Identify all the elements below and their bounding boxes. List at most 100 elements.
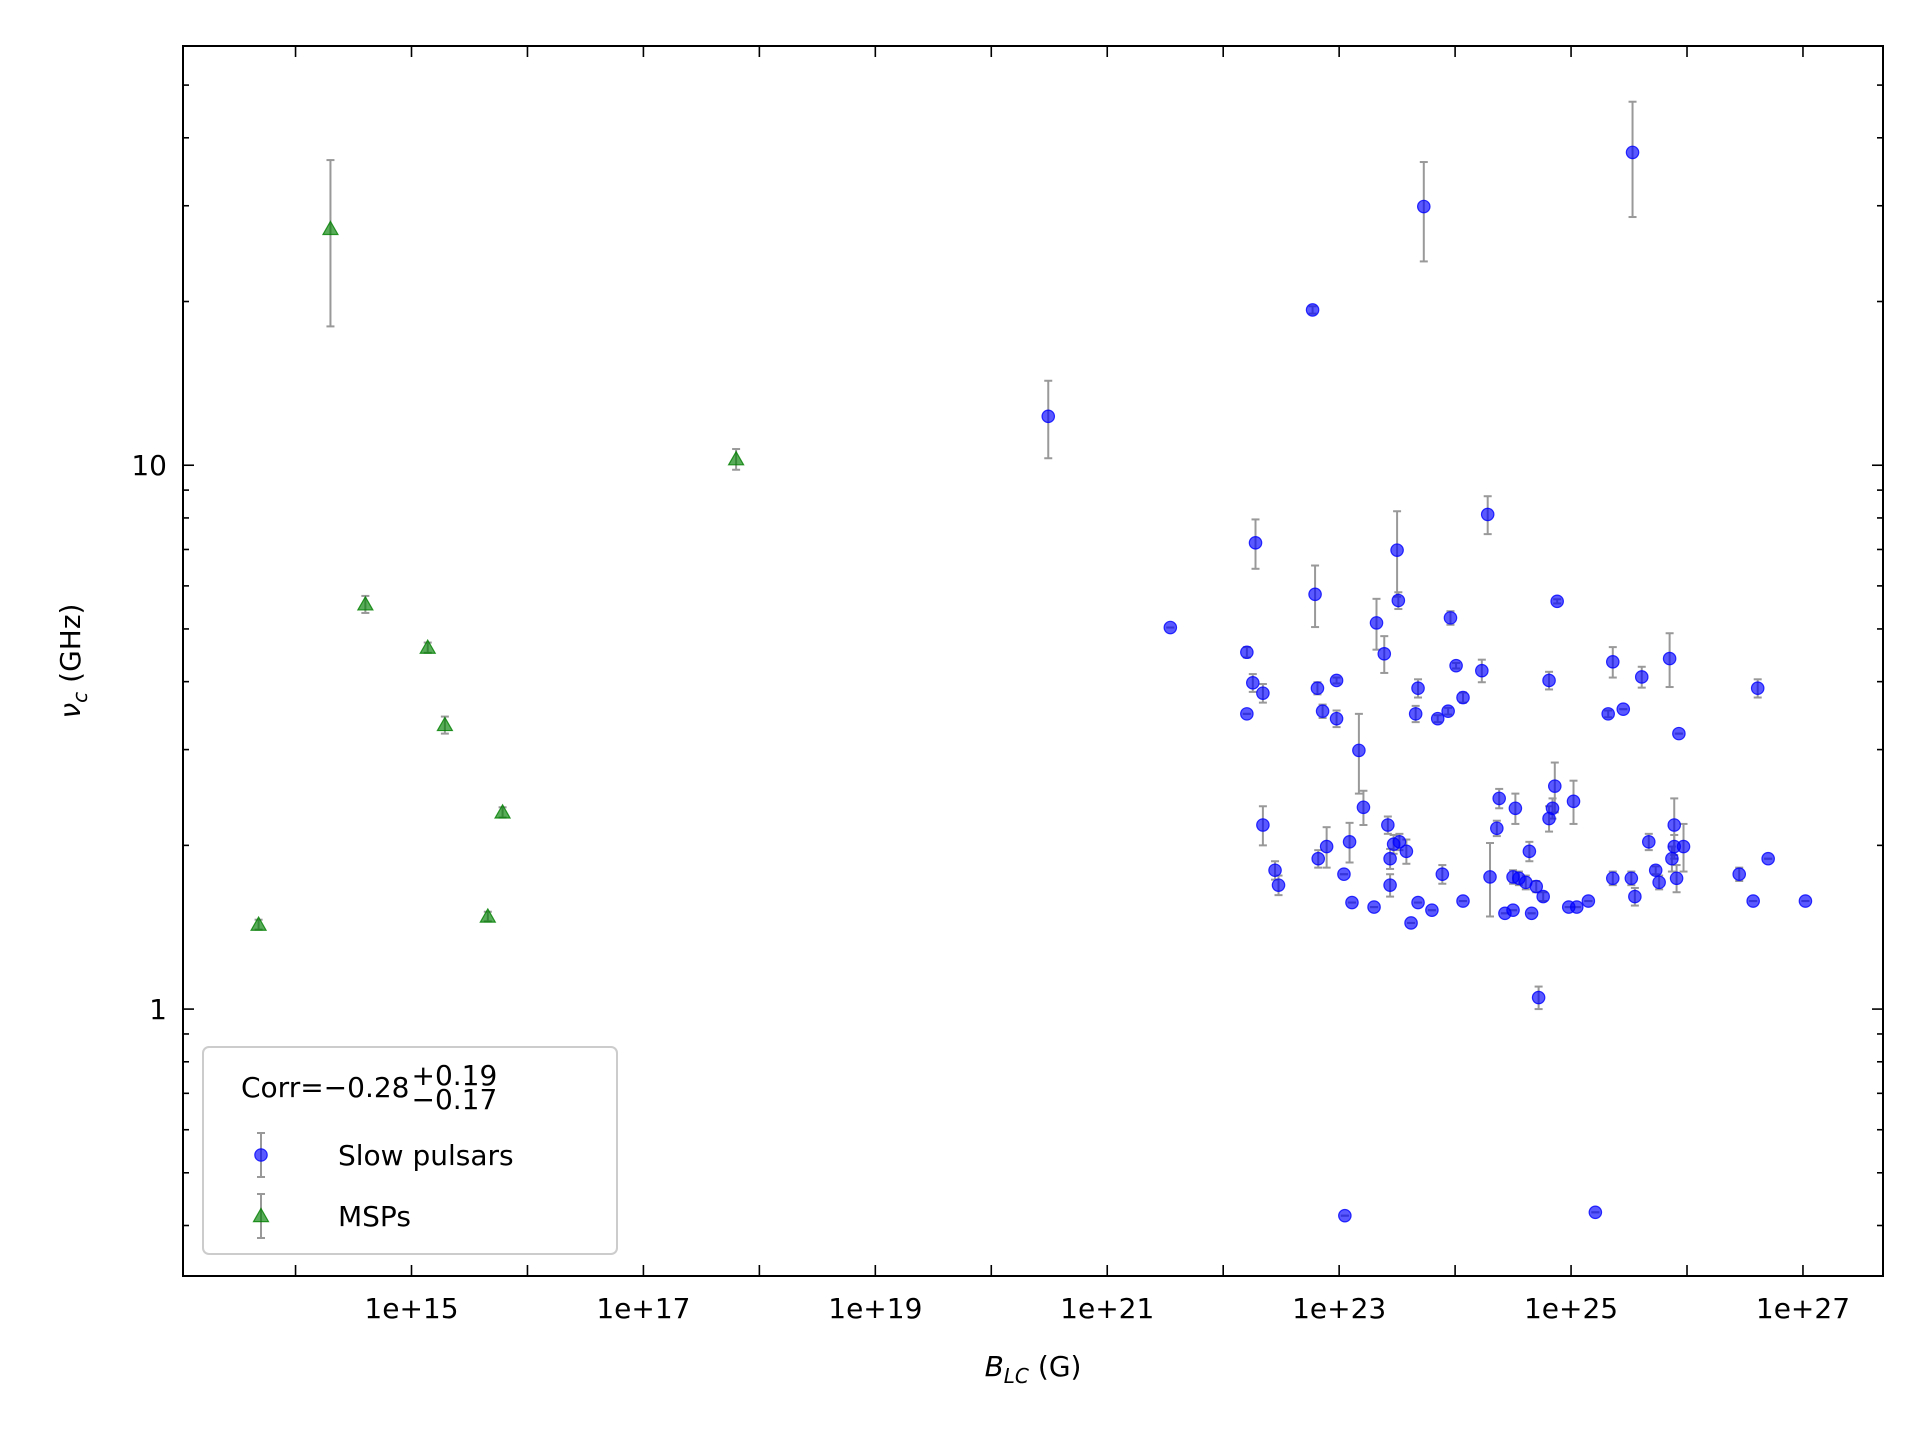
data-point (1616, 702, 1631, 716)
y-tick-label: 10 (131, 449, 167, 482)
data-point (1581, 894, 1596, 908)
data-point (1390, 543, 1404, 557)
data-point (1456, 690, 1470, 705)
data-point (356, 595, 374, 611)
x-tick-label: 1e+17 (596, 1292, 690, 1325)
data-point (1441, 704, 1455, 718)
y-label-unit: (GHz) (54, 604, 87, 683)
x-label-subscript: LC (1004, 1364, 1029, 1388)
data-point (1506, 903, 1520, 917)
data-point (1248, 536, 1263, 550)
data-point (1381, 818, 1395, 832)
data-point (1531, 990, 1546, 1005)
data-point (1480, 507, 1495, 522)
data-point (1356, 800, 1371, 815)
legend-title-main: Corr=−0.28 (241, 1071, 409, 1104)
data-point (1456, 894, 1470, 908)
data-point (1367, 900, 1381, 914)
data-point (1425, 903, 1439, 917)
data-point (727, 450, 745, 466)
data-point (1342, 835, 1357, 849)
data-point (1522, 844, 1537, 859)
data-point (1641, 835, 1656, 849)
data-point (1588, 1205, 1603, 1220)
data-point (1315, 704, 1330, 718)
data-point (1490, 821, 1504, 836)
data-point (1311, 851, 1326, 866)
x-tick-label: 1e+27 (1756, 1292, 1850, 1325)
data-point (1667, 818, 1682, 832)
data-point (1750, 681, 1765, 696)
data-point (1329, 711, 1344, 726)
data-point (1605, 655, 1620, 669)
data-point (1256, 686, 1270, 700)
data-point (1256, 818, 1270, 832)
error-bar (1628, 100, 1637, 219)
legend-title-sub: −0.17 (411, 1083, 497, 1116)
data-point (1329, 673, 1344, 688)
data-point (1652, 875, 1666, 890)
data-point (1601, 707, 1615, 721)
data-point (1369, 616, 1384, 630)
y-tick-label: 1 (149, 993, 167, 1026)
data-point (1475, 663, 1489, 678)
data-point (1383, 851, 1397, 866)
data-point (1648, 863, 1663, 878)
data-point (1605, 871, 1620, 886)
data-point (1271, 878, 1286, 892)
data-point (1536, 889, 1550, 904)
data-point (1672, 726, 1686, 741)
x-axis-label: BLC (G) (985, 1350, 1082, 1388)
plot-frame (182, 45, 1884, 1277)
data-point (1268, 863, 1282, 878)
data-point (1746, 894, 1760, 908)
data-point (1483, 870, 1497, 884)
data-point (1399, 844, 1414, 859)
data-point (1416, 199, 1431, 214)
data-point (1665, 851, 1679, 866)
data-point (1411, 681, 1425, 696)
plot-area (250, 100, 1813, 1223)
data-point (1624, 871, 1639, 886)
legend-label: MSPs (338, 1200, 411, 1233)
data-point (1345, 895, 1359, 910)
data-point (1566, 794, 1581, 809)
x-tick-label: 1e+23 (1292, 1292, 1386, 1325)
x-label-symbol: B (985, 1350, 1004, 1383)
data-point (1163, 620, 1178, 635)
data-point (1041, 409, 1056, 424)
x-tick-label: 1e+21 (1060, 1292, 1154, 1325)
x-tick-label: 1e+19 (828, 1292, 922, 1325)
data-point (1391, 593, 1406, 608)
legend-marker (252, 1207, 270, 1223)
y-axis-label: νc (GHz) (54, 604, 92, 719)
legend-title: Corr=−0.28 (241, 1071, 409, 1104)
data-point (479, 907, 497, 923)
legend-title-sup: +0.19 (411, 1059, 497, 1092)
data-point (1435, 867, 1450, 882)
data-point (1662, 651, 1677, 666)
data-point (1547, 779, 1562, 793)
data-point (1392, 835, 1407, 849)
data-point (1761, 851, 1775, 866)
y-label-symbol: ν (54, 703, 87, 719)
data-point (1411, 895, 1425, 910)
data-point (1308, 587, 1322, 602)
data-point (1245, 676, 1260, 690)
y-label-subscript: c (68, 692, 92, 703)
data-point (1529, 879, 1544, 894)
data-point (419, 638, 437, 654)
data-point (1550, 594, 1564, 609)
data-point (1240, 707, 1254, 721)
data-point (1338, 1208, 1352, 1223)
data-point (1524, 906, 1539, 921)
data-point (321, 220, 339, 236)
data-point (1542, 673, 1556, 688)
data-point (1404, 916, 1418, 930)
data-point (1634, 670, 1649, 684)
data-point (250, 915, 268, 931)
data-point (1449, 658, 1463, 673)
legend-marker (254, 1148, 268, 1162)
data-point (1732, 867, 1747, 882)
